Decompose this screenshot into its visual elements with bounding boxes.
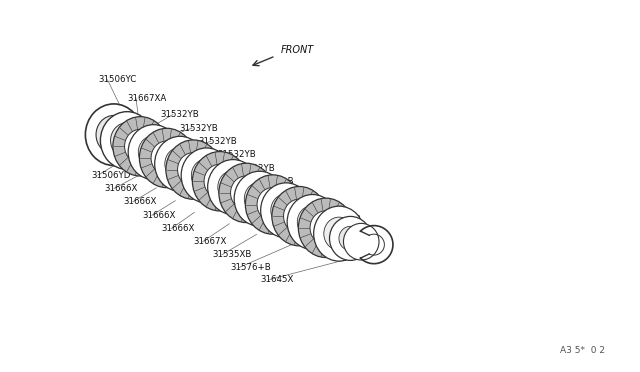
Text: 31666X: 31666X bbox=[161, 224, 195, 233]
Ellipse shape bbox=[234, 171, 285, 226]
Ellipse shape bbox=[96, 115, 132, 154]
Ellipse shape bbox=[272, 186, 326, 246]
Ellipse shape bbox=[230, 176, 262, 210]
Ellipse shape bbox=[298, 205, 328, 238]
Text: 31506YC: 31506YC bbox=[98, 75, 136, 84]
Text: 31535XB: 31535XB bbox=[212, 250, 252, 259]
Ellipse shape bbox=[245, 175, 300, 234]
Ellipse shape bbox=[165, 147, 195, 180]
Ellipse shape bbox=[155, 136, 205, 191]
Text: 31506YD: 31506YD bbox=[91, 170, 131, 180]
Text: 31666X: 31666X bbox=[275, 191, 308, 200]
Ellipse shape bbox=[140, 128, 194, 187]
Ellipse shape bbox=[125, 129, 156, 163]
Ellipse shape bbox=[219, 163, 274, 222]
Ellipse shape bbox=[287, 195, 338, 250]
Text: 31532YB: 31532YB bbox=[198, 137, 237, 146]
Text: A3 5*  0 2: A3 5* 0 2 bbox=[561, 346, 605, 355]
Ellipse shape bbox=[257, 187, 289, 222]
Ellipse shape bbox=[260, 183, 312, 238]
Text: 31532YB: 31532YB bbox=[236, 164, 275, 173]
Ellipse shape bbox=[284, 199, 315, 233]
Ellipse shape bbox=[330, 217, 371, 260]
Ellipse shape bbox=[298, 198, 353, 257]
Ellipse shape bbox=[85, 104, 142, 166]
Text: 31577MB: 31577MB bbox=[320, 215, 361, 224]
Ellipse shape bbox=[191, 159, 222, 192]
Text: 31532YB: 31532YB bbox=[217, 150, 256, 159]
Ellipse shape bbox=[193, 151, 247, 211]
Text: 31666X: 31666X bbox=[104, 184, 138, 193]
Text: 31535xB: 31535xB bbox=[255, 177, 294, 186]
Ellipse shape bbox=[128, 125, 179, 180]
Ellipse shape bbox=[344, 223, 379, 260]
Text: 31645X: 31645X bbox=[260, 275, 294, 284]
Ellipse shape bbox=[244, 182, 275, 215]
Ellipse shape bbox=[138, 136, 169, 169]
Text: 31666X: 31666X bbox=[142, 211, 176, 220]
Ellipse shape bbox=[324, 217, 355, 250]
Ellipse shape bbox=[218, 171, 248, 203]
Ellipse shape bbox=[181, 148, 232, 203]
Text: 31667XA: 31667XA bbox=[127, 93, 166, 103]
Ellipse shape bbox=[166, 140, 221, 199]
Ellipse shape bbox=[314, 206, 364, 261]
Text: 31667X: 31667X bbox=[193, 237, 227, 246]
Text: 31655X: 31655X bbox=[300, 203, 333, 212]
Text: 31532YB: 31532YB bbox=[160, 110, 199, 119]
Ellipse shape bbox=[204, 164, 236, 198]
Text: 31666X: 31666X bbox=[124, 197, 157, 206]
Text: FRONT: FRONT bbox=[281, 45, 314, 55]
Ellipse shape bbox=[310, 211, 342, 245]
Ellipse shape bbox=[113, 117, 168, 176]
Ellipse shape bbox=[339, 226, 362, 250]
Ellipse shape bbox=[100, 112, 154, 169]
Ellipse shape bbox=[111, 123, 143, 158]
Ellipse shape bbox=[271, 194, 301, 227]
Ellipse shape bbox=[177, 153, 209, 187]
Text: 31532YB: 31532YB bbox=[179, 124, 218, 132]
Text: 31576+B: 31576+B bbox=[230, 263, 271, 272]
Ellipse shape bbox=[151, 141, 182, 175]
Ellipse shape bbox=[207, 160, 259, 215]
